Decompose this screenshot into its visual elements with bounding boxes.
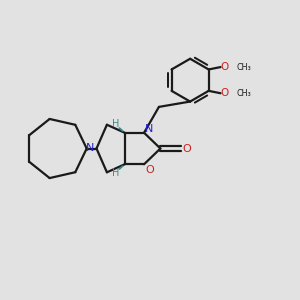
Text: CH₃: CH₃: [237, 89, 251, 98]
Text: CH₃: CH₃: [237, 63, 251, 72]
Text: O: O: [220, 88, 228, 98]
Text: N: N: [145, 124, 154, 134]
Text: O: O: [182, 143, 191, 154]
Text: H: H: [112, 119, 119, 129]
Text: N: N: [86, 143, 94, 153]
Text: O: O: [220, 62, 228, 72]
Text: O: O: [145, 165, 154, 175]
Text: H: H: [112, 168, 119, 178]
